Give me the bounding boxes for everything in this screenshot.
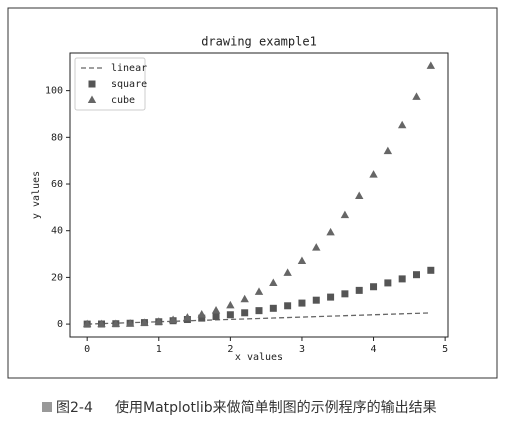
caption-text: 使用Matplotlib来做简单制图的示例程序的输出结果 (115, 399, 437, 416)
x-tick-label: 2 (227, 344, 233, 355)
series-point (398, 275, 406, 283)
series-point (154, 317, 163, 325)
y-tick-label: 80 (51, 132, 63, 143)
x-tick-label: 5 (442, 344, 448, 355)
series-point (226, 300, 235, 309)
axes-frame (69, 52, 449, 338)
series-point (241, 309, 249, 317)
series-point (370, 283, 378, 291)
series-line (87, 312, 431, 325)
series-point (340, 210, 350, 219)
series-point (355, 191, 364, 199)
series-point (255, 307, 263, 315)
figure-frame (7, 7, 498, 379)
series-point (125, 319, 135, 327)
x-tick-label: 3 (299, 344, 305, 355)
series-point (97, 319, 106, 328)
y-axis-label: y values (31, 171, 42, 219)
x-tick-label: 1 (156, 344, 162, 355)
series-point (82, 319, 92, 328)
legend-swatch (87, 95, 97, 103)
series-point (212, 313, 220, 321)
series-point (198, 314, 206, 322)
series-point (413, 271, 420, 279)
series-point (412, 92, 421, 100)
y-tick-label: 60 (51, 179, 63, 190)
y-tick-label: 0 (57, 319, 63, 330)
series-point (197, 310, 206, 318)
x-axis-label: x values (235, 352, 283, 363)
series-point (327, 293, 335, 301)
series-point (312, 296, 320, 304)
series-point (111, 319, 121, 327)
series-point (254, 287, 264, 295)
series-point (240, 294, 249, 303)
series-point (283, 268, 292, 276)
series-point (355, 286, 363, 294)
caption-icon (42, 402, 52, 412)
series-point (426, 61, 436, 69)
series-point (312, 243, 321, 251)
x-tick-label: 4 (371, 344, 377, 355)
caption-label: 图2-4 (56, 400, 93, 416)
series-point (326, 227, 335, 236)
series-point (397, 120, 407, 129)
legend-label: linear (111, 63, 147, 74)
series-point (183, 313, 192, 321)
chart-title: drawing example1 (201, 35, 317, 49)
series-point (211, 305, 221, 314)
legend-swatch (88, 80, 96, 88)
series-point (341, 290, 349, 298)
series-point (383, 146, 393, 155)
legend-label: square (111, 79, 147, 90)
series-point (269, 278, 278, 287)
series-point (384, 279, 392, 287)
y-tick-label: 40 (51, 226, 63, 237)
series-point (369, 170, 378, 178)
y-tick-label: 20 (51, 272, 63, 283)
series-point (226, 311, 234, 319)
series-point (297, 256, 307, 265)
x-tick-label: 0 (84, 344, 90, 355)
series-point (168, 315, 178, 324)
series-point (284, 302, 292, 310)
series-point (298, 299, 306, 307)
y-tick-label: 100 (45, 86, 63, 97)
series-point (427, 266, 435, 274)
series-point (269, 304, 277, 312)
series-point (140, 318, 149, 326)
legend-label: cube (111, 95, 135, 106)
